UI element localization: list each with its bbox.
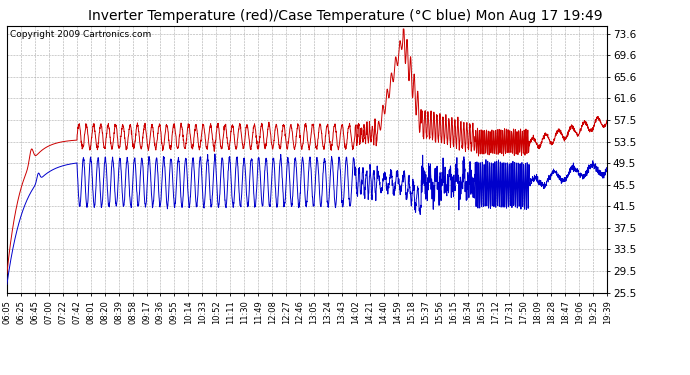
Text: Inverter Temperature (red)/Case Temperature (°C blue) Mon Aug 17 19:49: Inverter Temperature (red)/Case Temperat…	[88, 9, 602, 23]
Text: Copyright 2009 Cartronics.com: Copyright 2009 Cartronics.com	[10, 30, 151, 39]
